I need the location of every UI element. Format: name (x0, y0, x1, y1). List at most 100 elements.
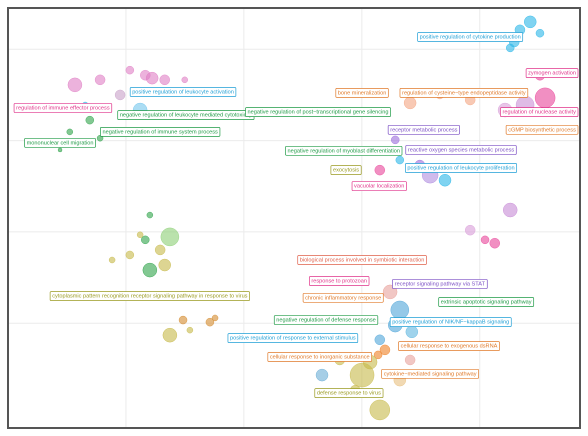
bubble (205, 317, 215, 327)
annotation-box (129, 87, 237, 97)
annotation-label: cGMP biosynthetic process (508, 127, 576, 133)
annotation-box (330, 165, 362, 175)
annotation: vacuolar localization (351, 181, 407, 191)
bubble (373, 350, 383, 360)
bubble (464, 224, 476, 236)
annotation-label: negative regulation of myoblast differen… (288, 148, 400, 154)
annotation-box (399, 87, 529, 98)
annotation: regulation of nuclease activity (500, 107, 579, 118)
annotation: negative regulation of post−transcriptio… (245, 107, 391, 118)
annotation-label: regulation of nuclease activity (503, 110, 577, 116)
annotation-label: exocytosis (333, 168, 359, 174)
bubble (379, 344, 391, 356)
annotation: bone mineralization (335, 87, 389, 98)
annotation: regulation of immune effector process (13, 103, 113, 113)
annotation-label: positive regulation of response to exter… (230, 336, 356, 342)
bubble (390, 300, 410, 320)
annotation: negative regulation of myoblast differen… (285, 145, 403, 156)
annotation-label: cytoplasmic pattern recognition receptor… (52, 294, 247, 300)
bubble (438, 173, 452, 187)
bubble (67, 77, 83, 93)
annotation: negative regulation of immune system pro… (100, 127, 221, 137)
annotation: positive regulation of leukocyte prolife… (405, 163, 518, 173)
annotation-label: mononuclear cell migration (27, 140, 94, 146)
annotation-label: biological process involved in symbiotic… (300, 257, 425, 263)
annotation: cellular response to inorganic substance (267, 352, 373, 362)
annotation-box (227, 333, 359, 343)
annotation: positive regulation of cytokine producti… (417, 32, 524, 42)
annotation-label: vacuolar localization (354, 184, 404, 190)
annotation-label: negative regulation of defense response (276, 318, 376, 324)
annotation-box (302, 292, 384, 303)
annotation-box (297, 255, 427, 265)
annotation-box (398, 341, 500, 351)
annotation: negative regulation of leukocyte mediate… (117, 110, 255, 120)
annotation-box (389, 317, 512, 328)
bubble (505, 43, 515, 53)
bubble (108, 256, 116, 264)
bubble (374, 164, 386, 176)
annotation-label: cytokine−mediated signaling pathway (384, 371, 477, 377)
bubble (57, 147, 63, 153)
annotation-label: cellular response to exogenous dsRNA (401, 344, 498, 350)
annotation-label: response to protozoan (311, 278, 367, 284)
annotation-box (285, 145, 403, 156)
annotation: response to protozoan (309, 276, 370, 286)
bubble (405, 325, 419, 339)
bubble (94, 74, 106, 86)
annotation-box (417, 32, 524, 42)
bubble (369, 399, 391, 421)
annotation: positive regulation of NIK/NF−kappaB sig… (389, 317, 512, 328)
annotation: biological process involved in symbiotic… (297, 255, 427, 265)
annotation: positive regulation of leukocyte activat… (129, 87, 237, 97)
annotation-box (13, 103, 113, 113)
bubble (181, 76, 188, 84)
annotation-box (392, 279, 488, 289)
bubble (390, 135, 400, 145)
bubble (136, 231, 144, 239)
annotation-box (24, 137, 96, 148)
annotations: positive regulation of cytokine producti… (13, 32, 579, 398)
annotation-box (335, 87, 389, 98)
bubble (349, 362, 375, 388)
annotation-box (405, 145, 517, 155)
annotation: positive regulation of response to exter… (227, 333, 359, 343)
annotation: cGMP biosynthetic process (505, 124, 579, 135)
annotation-box (387, 124, 460, 135)
annotation: mononuclear cell migration (24, 137, 96, 148)
bubble (142, 262, 158, 278)
annotation-label: zymogen activation (528, 71, 576, 77)
annotation-box (438, 297, 535, 307)
bubble (141, 235, 150, 245)
annotation: defense response to virus (314, 388, 384, 398)
annotation-label: receptor signaling pathway via STAT (395, 281, 486, 287)
annotation-box (351, 181, 407, 191)
bubble (535, 28, 545, 38)
annotation-label: positive regulation of cytokine producti… (420, 34, 521, 40)
bubble (158, 258, 171, 272)
bubble (154, 244, 166, 256)
bubble (502, 202, 518, 218)
annotation-label: negative regulation of immune system pro… (102, 129, 218, 135)
annotation: zymogen activation (525, 68, 579, 78)
bubble (315, 368, 329, 382)
bubble (145, 71, 159, 85)
annotation-box (505, 124, 579, 135)
annotation: negative regulation of defense response (273, 315, 379, 325)
annotation-label: negative regulation of post−transcriptio… (248, 110, 389, 116)
annotation-label: negative regulation of leukocyte mediate… (120, 113, 252, 119)
annotation-box (100, 127, 221, 137)
bubble (66, 128, 74, 136)
annotation-box (267, 352, 373, 362)
bubble (162, 327, 178, 343)
annotation-box (245, 107, 391, 118)
bubble (480, 235, 490, 245)
annotation-label: defense response to virus (317, 391, 381, 397)
annotation-label: regulation of cysteine−type endopeptidas… (402, 90, 526, 96)
annotation-label: positive regulation of leukocyte prolife… (407, 166, 514, 172)
plot-frame (7, 7, 581, 429)
annotation-label: bone mineralization (338, 90, 387, 96)
annotation: extrinsic apoptotic signaling pathway (438, 297, 535, 307)
annotation: chronic inflammatory response (302, 292, 384, 303)
